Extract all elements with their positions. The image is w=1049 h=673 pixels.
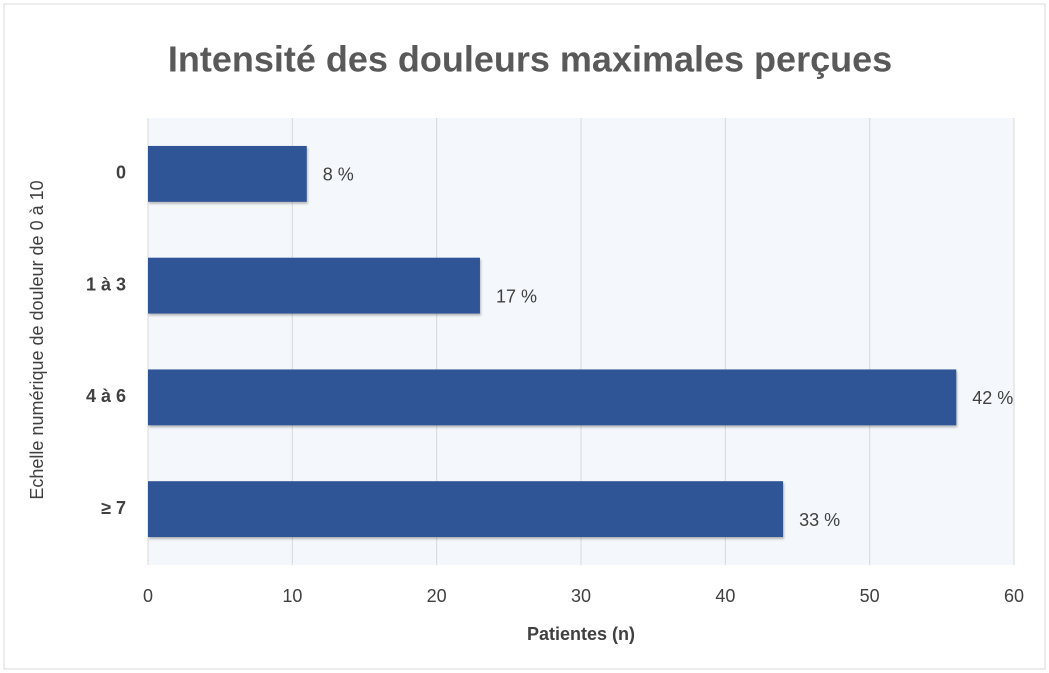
x-tick-label: 50 — [860, 586, 880, 606]
y-axis-label: Echelle numérique de douleur de 0 à 10 — [27, 180, 47, 499]
y-tick-label: ≥ 7 — [101, 498, 126, 518]
data-label: 33 % — [799, 510, 840, 530]
chart-title: Intensité des douleurs maximales perçues — [168, 39, 892, 80]
data-label: 17 % — [496, 286, 537, 306]
bar — [148, 145, 307, 202]
bar — [148, 481, 784, 538]
x-tick-label: 40 — [715, 586, 735, 606]
bar — [148, 369, 957, 426]
data-label: 42 % — [972, 388, 1013, 408]
x-tick-label: 0 — [143, 586, 153, 606]
y-tick-label: 4 à 6 — [86, 386, 126, 406]
bar — [148, 257, 480, 314]
x-tick-label: 20 — [427, 586, 447, 606]
x-tick-label: 60 — [1004, 586, 1024, 606]
x-axis-label: Patientes (n) — [527, 624, 635, 644]
x-tick-label: 10 — [282, 586, 302, 606]
y-tick-label: 0 — [116, 163, 126, 183]
data-label: 8 % — [323, 165, 354, 185]
y-tick-label: 1 à 3 — [86, 274, 126, 294]
x-tick-label: 30 — [571, 586, 591, 606]
